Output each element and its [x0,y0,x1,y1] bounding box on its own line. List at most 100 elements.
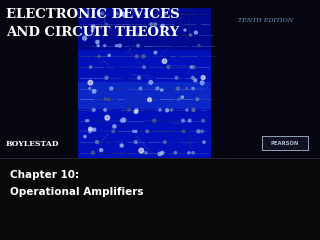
Bar [78,8,211,158]
Point [193,31,198,35]
Point [141,54,146,58]
Point [202,140,207,144]
Point [137,12,142,15]
Point [169,108,174,112]
Point [145,129,150,133]
Point [119,144,124,147]
Point [139,149,144,152]
Point [176,97,181,101]
Bar [78,82,211,109]
Point [88,81,93,84]
Point [153,51,158,54]
Point [162,140,167,144]
Point [157,152,162,156]
Point [107,54,112,57]
Point [189,65,194,69]
Point [143,151,148,155]
Point [152,119,157,123]
Text: BOYLESTAD: BOYLESTAD [6,140,60,148]
Point [196,129,201,133]
Point [148,80,153,84]
Point [114,44,119,48]
Text: Operational Amplifiers: Operational Amplifiers [10,187,143,197]
Point [188,33,193,37]
Point [111,129,116,133]
Point [82,135,87,138]
Point [181,129,186,133]
Point [119,119,124,123]
Point [164,108,170,112]
Point [91,151,96,155]
Point [134,108,139,112]
Point [115,12,120,15]
Bar [78,8,211,50]
Point [166,65,171,69]
Point [102,44,107,48]
Point [135,54,140,58]
Point [106,97,111,101]
Text: PEARSON: PEARSON [271,141,299,146]
Point [88,65,93,69]
Point [97,12,102,15]
Point [148,22,154,26]
Point [85,119,90,123]
Point [190,87,196,90]
Point [97,54,102,58]
Text: Chapter 10:: Chapter 10: [10,170,79,180]
Point [180,95,185,99]
Point [143,12,148,15]
Point [100,12,105,15]
Bar [0,0,320,158]
Point [88,127,93,131]
Point [91,25,96,29]
Bar [0,158,320,240]
Point [191,108,196,112]
Point [126,108,132,112]
Point [201,119,206,123]
Point [193,78,198,82]
Bar [262,136,308,150]
Point [190,151,196,155]
Point [159,88,164,92]
Point [117,44,123,48]
Point [100,12,105,15]
Point [133,140,138,144]
Point [84,119,89,123]
Point [201,76,206,79]
Point [95,40,100,44]
Point [136,76,141,80]
Point [122,119,127,123]
Point [157,108,163,112]
Text: TENTH EDITION: TENTH EDITION [238,18,293,23]
Point [104,76,109,80]
Point [173,151,178,155]
Point [99,148,104,152]
Point [91,108,96,112]
Point [196,44,202,48]
Point [103,97,108,101]
Point [131,129,136,133]
Point [186,151,191,155]
Point [160,24,165,28]
Point [174,76,179,80]
Point [109,87,114,90]
Text: ELECTRONIC DEVICES: ELECTRONIC DEVICES [6,8,180,21]
Point [88,129,93,133]
Point [147,98,152,102]
Point [163,12,168,15]
Point [191,65,196,69]
Point [190,76,196,80]
Point [180,119,186,123]
Point [136,33,141,37]
Point [175,87,180,90]
Point [199,129,204,133]
Point [87,87,92,90]
Point [105,116,110,120]
Point [155,87,160,90]
Point [184,108,189,112]
Point [104,22,109,26]
Point [94,140,100,144]
Point [160,151,165,155]
Point [141,65,147,69]
Point [159,151,164,155]
